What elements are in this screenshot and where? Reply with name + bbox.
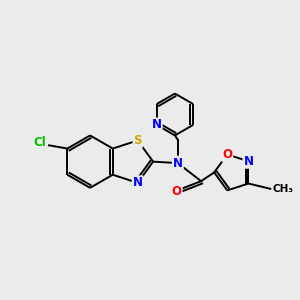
Text: S: S <box>134 134 142 147</box>
Text: N: N <box>152 118 162 131</box>
Text: N: N <box>173 157 183 169</box>
Text: Cl: Cl <box>33 136 46 149</box>
Text: CH₃: CH₃ <box>273 184 294 194</box>
Text: O: O <box>222 148 232 161</box>
Text: N: N <box>243 155 254 168</box>
Text: N: N <box>133 176 143 189</box>
Text: O: O <box>172 185 182 198</box>
